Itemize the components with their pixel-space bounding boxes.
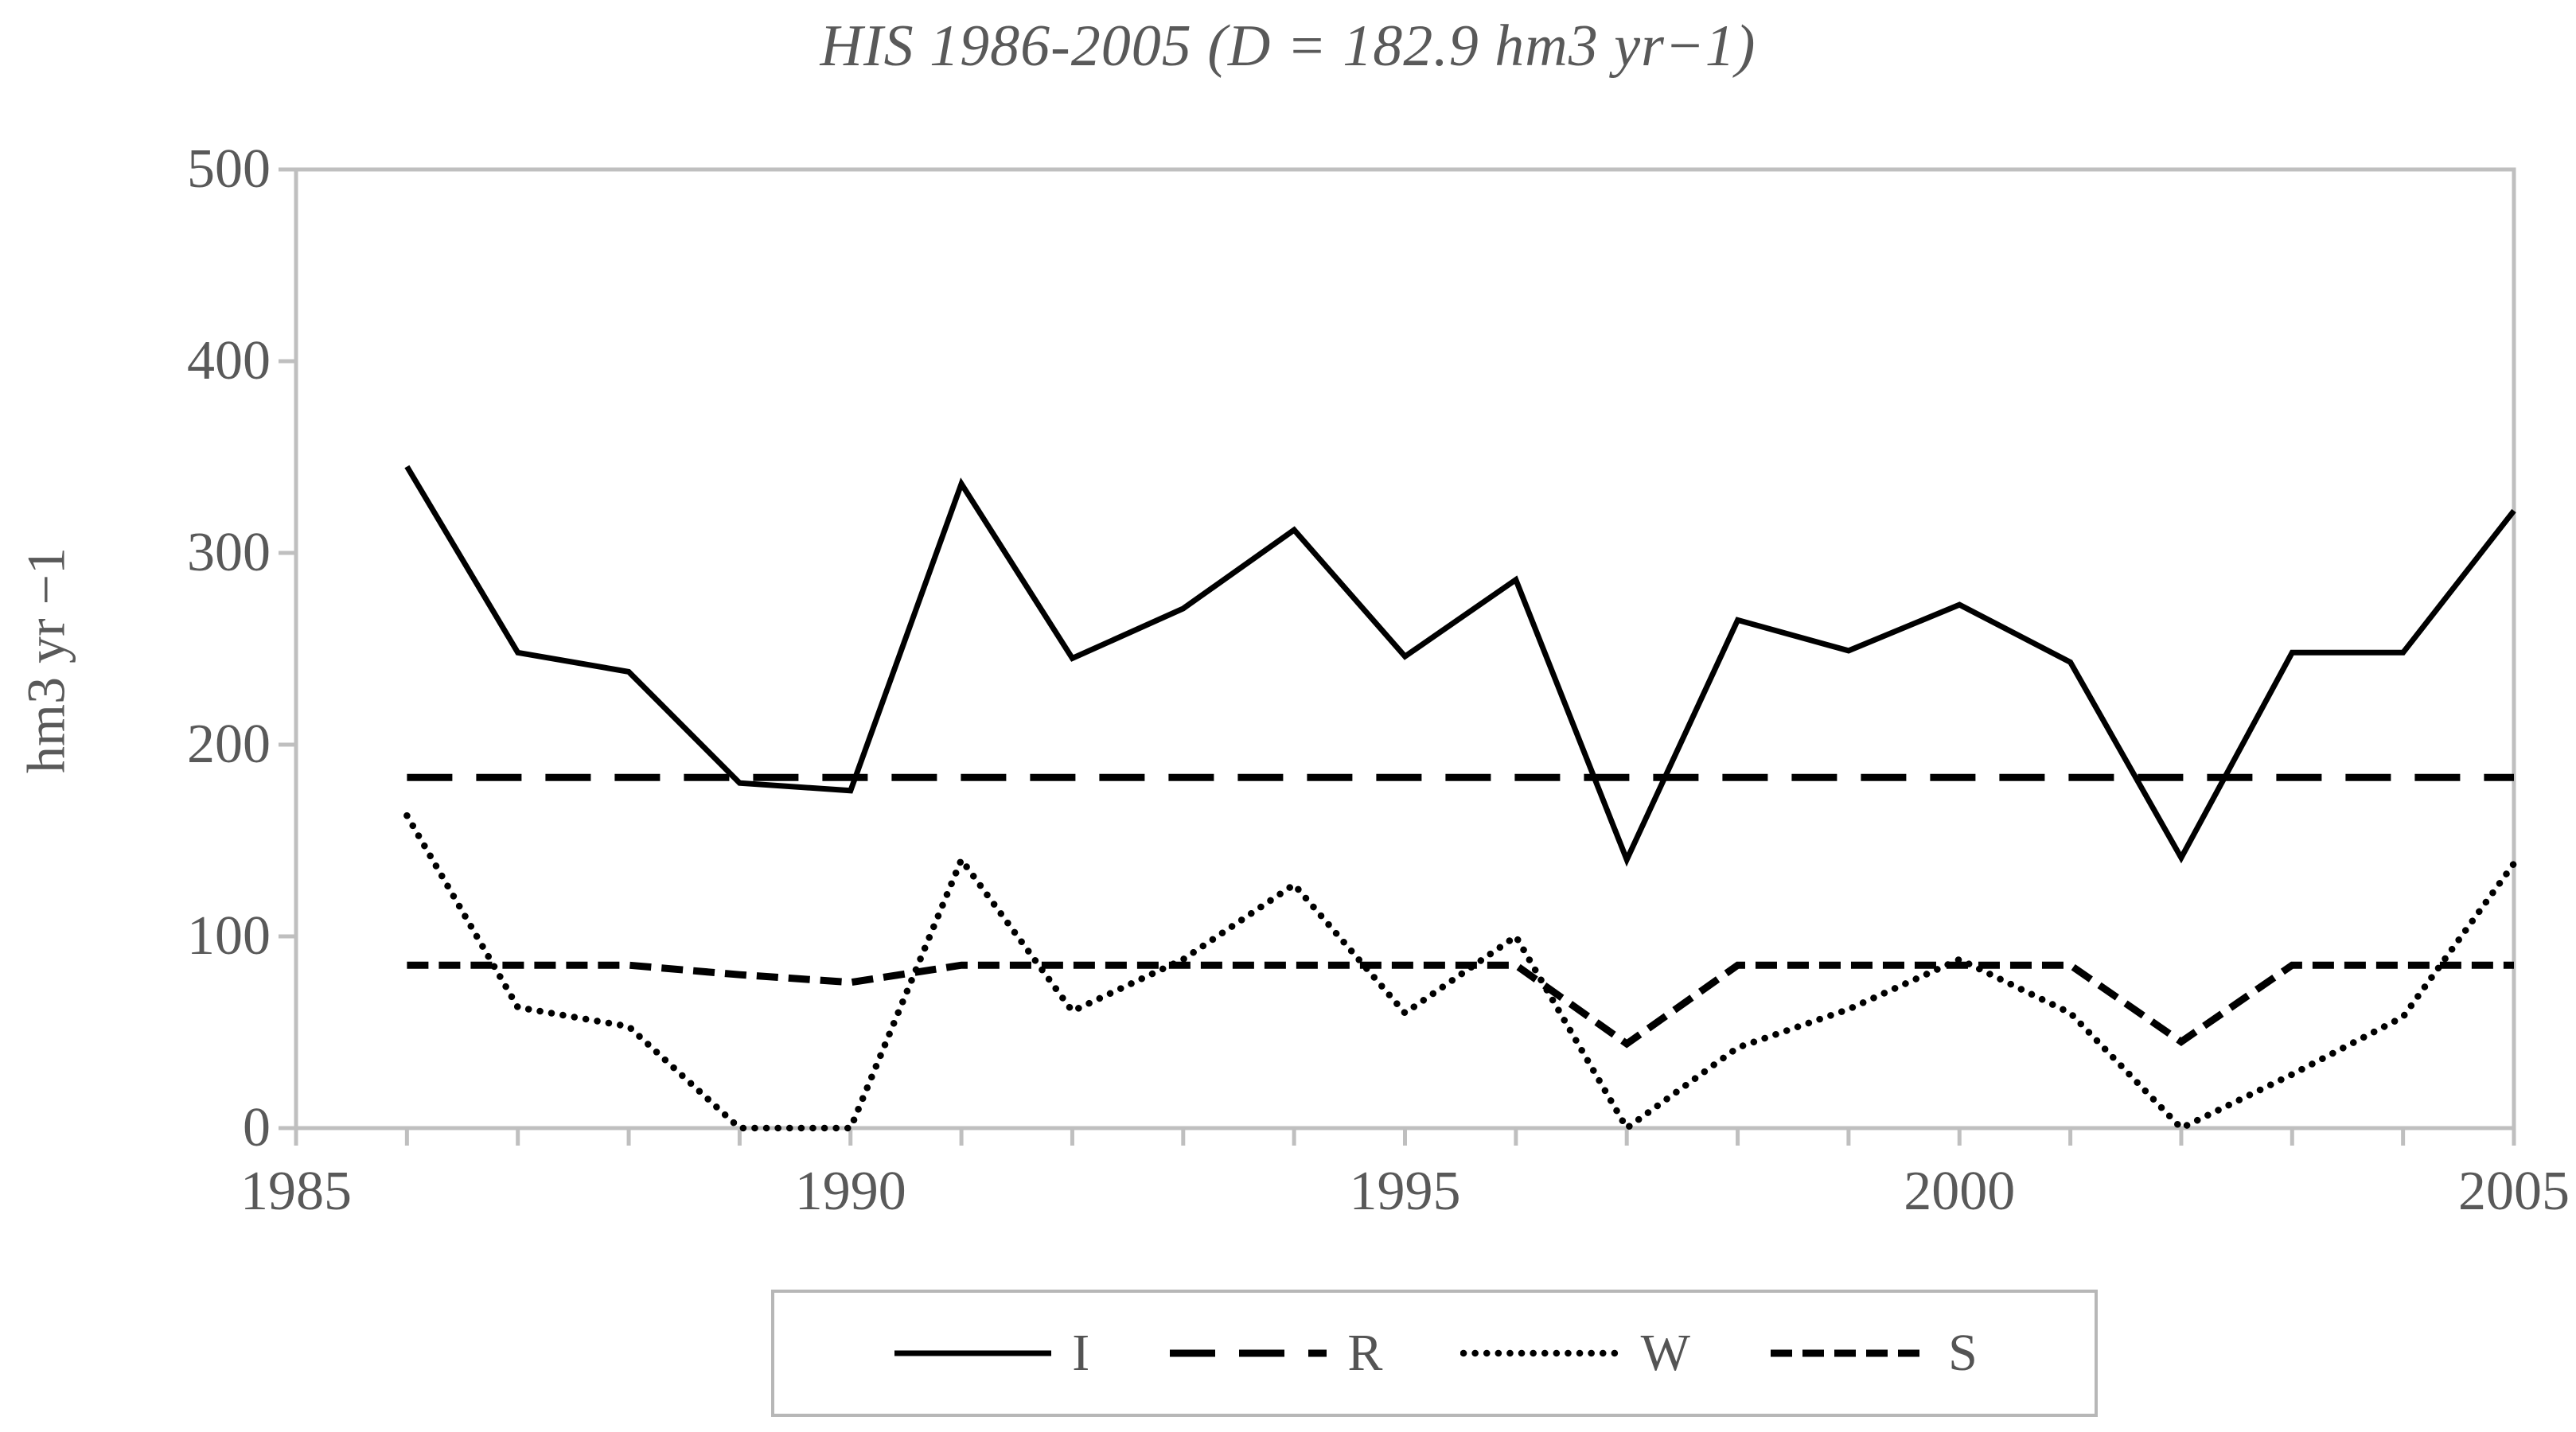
series-line-W — [403, 811, 2518, 1134]
y-tick-label: 300 — [187, 522, 271, 583]
x-tick-label: 2005 — [2458, 1161, 2570, 1222]
legend-label-S: S — [1948, 1324, 1978, 1382]
series-line-S — [407, 961, 2514, 1049]
legend-line-short-dash-icon — [1771, 1349, 1928, 1357]
legend-item-R: R — [1167, 1323, 1382, 1383]
legend-line-long-dash-icon — [1170, 1349, 1327, 1357]
legend-item-I: I — [891, 1323, 1089, 1383]
legend-label-R: R — [1347, 1324, 1383, 1382]
legend-line-solid-icon — [894, 1350, 1052, 1356]
legend-item-W: W — [1459, 1323, 1690, 1383]
legend-item-S: S — [1767, 1323, 1978, 1383]
x-tick-label: 1995 — [1349, 1161, 1461, 1222]
x-tick-label: 1990 — [794, 1161, 906, 1222]
legend-line-dotted-icon — [1459, 1349, 1623, 1357]
plot-border — [294, 167, 2516, 1130]
legend-label-I: I — [1072, 1324, 1090, 1382]
legend-label-W: W — [1640, 1324, 1690, 1382]
series-line-I — [404, 465, 2516, 867]
y-tick-label: 100 — [187, 905, 271, 967]
y-tick-label: 400 — [187, 330, 271, 391]
y-tick-label: 0 — [243, 1097, 271, 1158]
x-tick-label: 1985 — [240, 1161, 352, 1222]
chart-title: HIS 1986-2005 (D = 182.9 hm3 yr−1) — [820, 14, 1756, 79]
y-tick-label: 200 — [187, 714, 271, 775]
x-tick-label: 2000 — [1904, 1161, 2016, 1222]
y-tick-label: 500 — [187, 138, 271, 200]
